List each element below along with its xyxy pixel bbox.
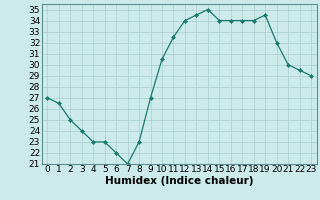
- X-axis label: Humidex (Indice chaleur): Humidex (Indice chaleur): [105, 176, 253, 186]
